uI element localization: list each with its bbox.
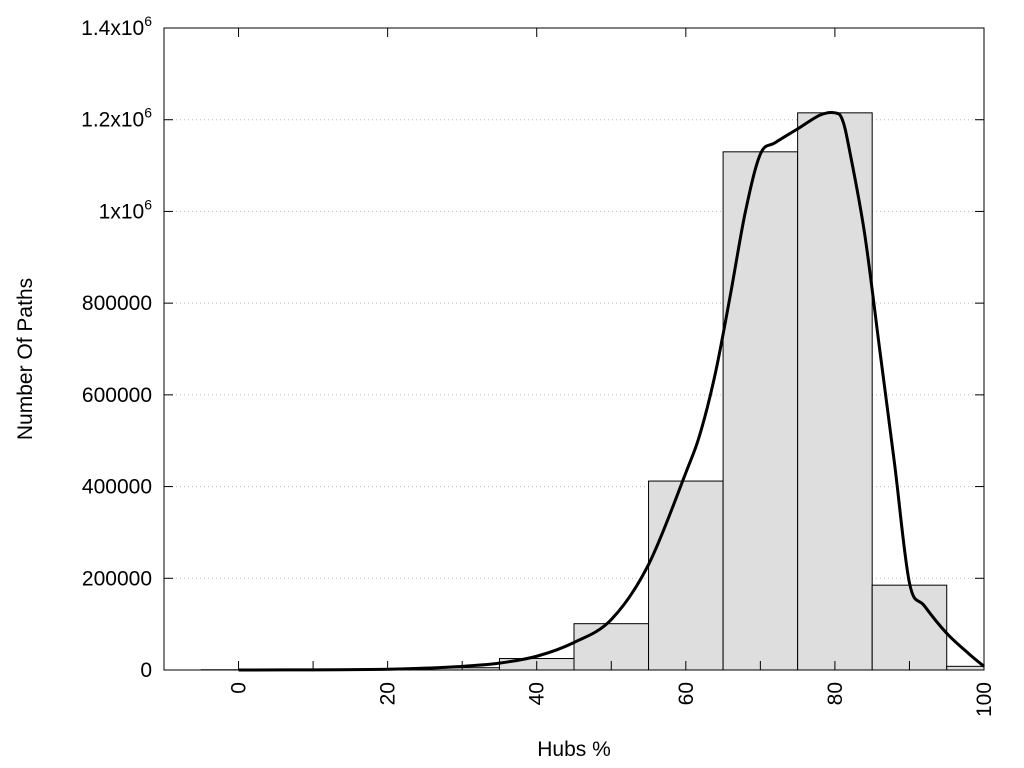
y-tick-base: 1.4x10 <box>81 17 144 40</box>
histogram-bar <box>871 584 948 671</box>
y-tick-label: 1x106 <box>99 196 153 223</box>
y-tick-base: 800000 <box>82 292 152 315</box>
density-curve <box>238 110 985 672</box>
y-tick-exponent: 6 <box>144 196 152 212</box>
y-tick-base: 400000 <box>82 476 152 499</box>
histogram-bar <box>946 665 985 671</box>
x-tick-label: 60 <box>675 682 698 705</box>
y-tick-base: 0 <box>140 659 152 682</box>
x-tick-label: 100 <box>973 682 996 717</box>
y-axis-ticks: 02000004000006000008000001x1061.2x1061.4… <box>81 13 984 682</box>
grid-lines <box>164 119 984 579</box>
y-tick-label: 1.4x106 <box>81 13 152 40</box>
y-axis-label: Number Of Paths <box>14 278 37 440</box>
y-tick-label: 1.2x106 <box>81 105 152 132</box>
y-tick-base: 600000 <box>82 384 152 407</box>
y-tick-base: 1.2x10 <box>81 109 144 132</box>
y-tick-exponent: 6 <box>144 13 152 29</box>
x-tick-label: 0 <box>228 682 251 694</box>
histogram-bar <box>797 112 873 671</box>
x-axis-label: Hubs % <box>537 738 611 761</box>
y-tick-label: 200000 <box>82 567 152 590</box>
y-tick-label: 800000 <box>82 292 152 315</box>
x-tick-label: 80 <box>824 682 847 705</box>
histogram-bars <box>200 112 985 671</box>
y-tick-base: 200000 <box>82 567 152 590</box>
y-tick-label: 0 <box>140 659 152 682</box>
plot-frame <box>163 27 985 671</box>
x-tick-label: 20 <box>377 682 400 705</box>
y-tick-base: 1x10 <box>99 200 145 223</box>
y-tick-exponent: 6 <box>144 105 152 121</box>
x-axis-ticks: 0 20 40 60 80 100 <box>228 28 996 717</box>
y-tick-label: 400000 <box>82 476 152 499</box>
y-tick-label: 600000 <box>82 384 152 407</box>
histogram-bar <box>722 151 799 671</box>
histogram-bar <box>648 480 724 671</box>
x-tick-label: 40 <box>526 682 549 705</box>
